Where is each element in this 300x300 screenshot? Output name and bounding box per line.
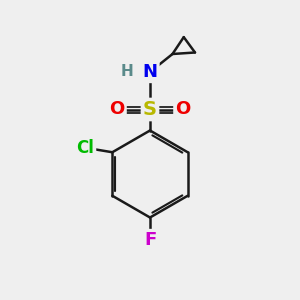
Text: S: S (143, 100, 157, 119)
Text: H: H (121, 64, 134, 80)
Text: O: O (110, 100, 124, 118)
Text: F: F (144, 231, 156, 249)
Text: O: O (176, 100, 190, 118)
Text: N: N (142, 63, 158, 81)
Text: Cl: Cl (76, 139, 94, 157)
